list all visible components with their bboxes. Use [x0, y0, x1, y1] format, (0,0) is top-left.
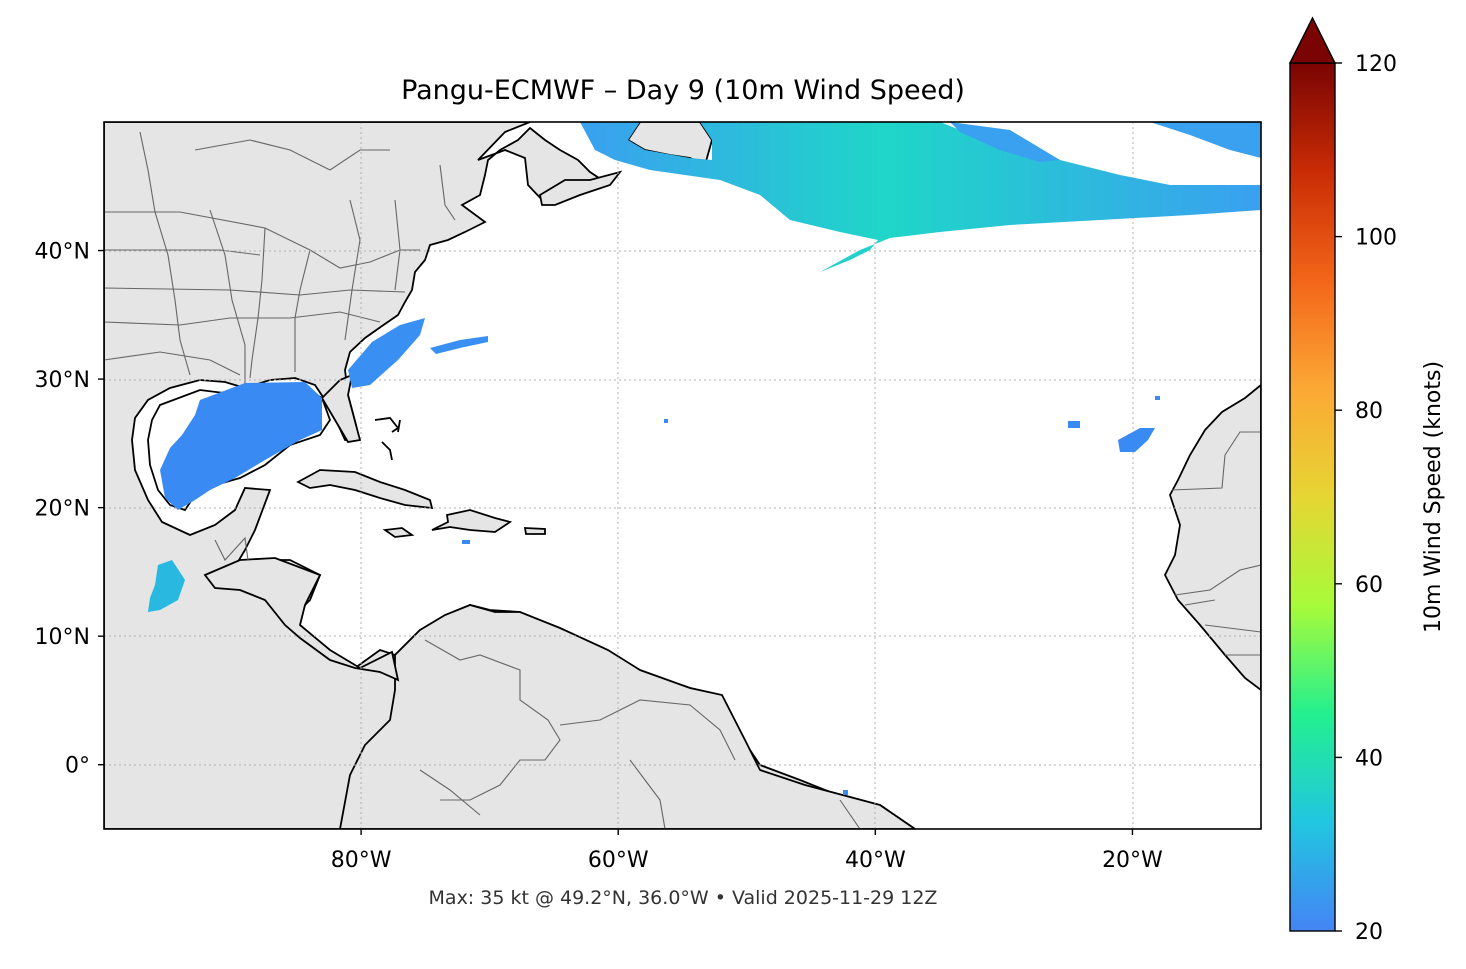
colorbar-label: 10m Wind Speed (knots) [1421, 361, 1446, 633]
island-bahamas [374, 417, 401, 461]
colorbar-tick-label: 20 [1355, 920, 1383, 945]
colorbar-tick-label: 40 [1355, 746, 1383, 771]
island-puerto-rico [523, 527, 546, 535]
map-area [104, 122, 1261, 829]
lon-tick-label: 20°W [1102, 848, 1163, 873]
wind-patch-carolinas [348, 318, 425, 388]
lat-tick-label: 10°N [35, 625, 90, 650]
land-south-america [339, 604, 917, 829]
lat-tick-label: 0° [65, 754, 90, 779]
colorbar-tick-label: 60 [1355, 573, 1383, 598]
island-hispaniola [431, 509, 513, 533]
lon-tick-label: 60°W [588, 848, 649, 873]
colorbar-tick-label: 100 [1355, 226, 1397, 251]
wind-speed-field [148, 122, 1261, 795]
colorbar-tick-label: 80 [1355, 399, 1383, 424]
island-cuba [296, 469, 434, 510]
wind-patch-bermuda [430, 336, 488, 354]
colorbar: 20 40 60 80 100 120 10m Wind Speed (knots) [1288, 16, 1446, 945]
political-borders [104, 131, 1261, 829]
wind-band-northeast [950, 122, 1060, 162]
wind-band-far-northeast [1150, 122, 1261, 158]
map-frame [103, 121, 1262, 830]
wind-patch-gulf [160, 382, 322, 510]
lon-tick-label: 40°W [845, 848, 906, 873]
wind-patch-pacific-mexico [148, 560, 185, 612]
wind-dot-caribbean [462, 540, 470, 544]
wind-dot-mid-atlantic [664, 419, 668, 423]
land-nova-scotia [538, 170, 623, 206]
lon-tick-label: 80°W [331, 848, 392, 873]
wind-dot-madeira [1155, 396, 1160, 400]
wind-dot-canary-small [1068, 421, 1080, 428]
colorbar-gradient [1289, 62, 1336, 932]
colorbar-extend-max [1288, 16, 1337, 64]
latitude-axis: 40°N 30°N 20°N 10°N 0° [35, 240, 104, 779]
longitude-axis: 80°W 60°W 40°W 20°W [331, 829, 1163, 873]
map-caption: Max: 35 kt @ 49.2°N, 36.0°W • Valid 2025… [429, 887, 938, 909]
wind-patch-canary [1118, 428, 1155, 452]
lat-tick-label: 40°N [35, 240, 90, 265]
wind-band-north-atlantic [580, 122, 1261, 272]
land-central-america [203, 557, 400, 682]
colorbar-ticks: 20 40 60 80 100 120 [1335, 52, 1397, 945]
colorbar-tick-label: 120 [1355, 52, 1397, 77]
lat-tick-label: 30°N [35, 368, 90, 393]
wind-dot-equator [843, 790, 848, 795]
land-africa [1163, 383, 1261, 692]
land-florida [320, 373, 362, 443]
map-title: Pangu-ECMWF – Day 9 (10m Wind Speed) [401, 75, 965, 106]
island-jamaica [382, 527, 415, 538]
lat-tick-label: 20°N [35, 497, 90, 522]
